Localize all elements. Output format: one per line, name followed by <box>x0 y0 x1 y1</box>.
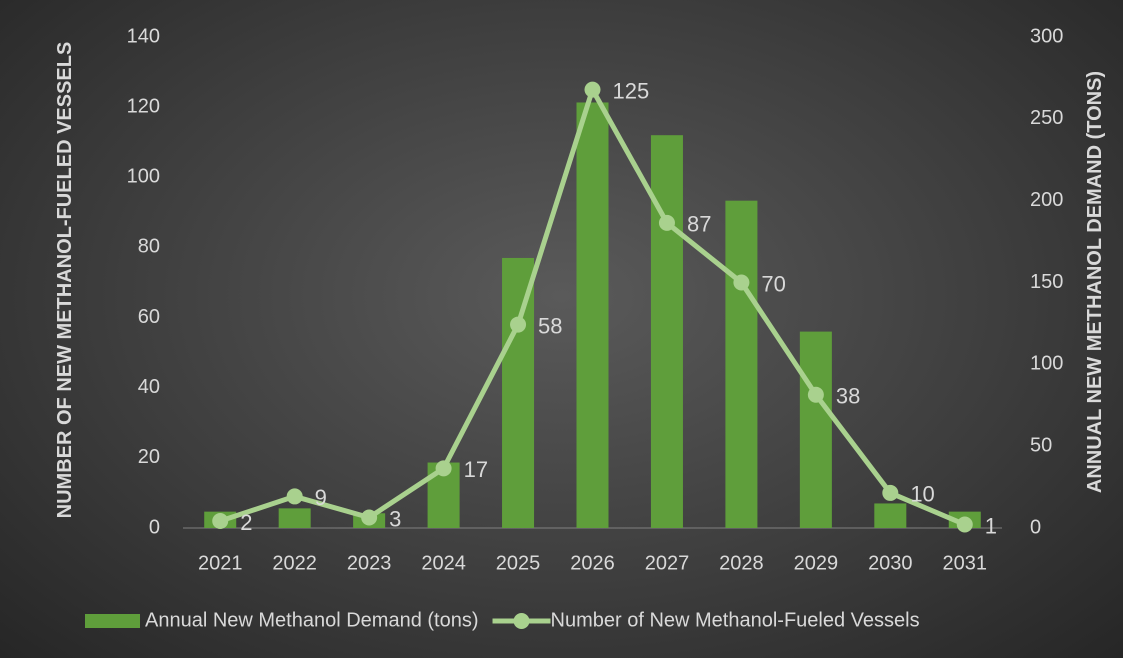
y-tick-label: 40 <box>138 376 160 398</box>
data-label: 38 <box>836 384 860 409</box>
y-tick-label: 80 <box>138 236 160 258</box>
legend-label: Annual New Methanol Demand (tons) <box>145 609 479 631</box>
bar <box>725 200 758 528</box>
y-tick-label: 0 <box>149 516 160 538</box>
line-marker <box>212 512 229 529</box>
line-marker <box>658 214 675 231</box>
line-marker <box>807 386 824 403</box>
data-label: 3 <box>389 506 401 531</box>
bar <box>799 331 832 528</box>
x-tick-label: 2023 <box>347 552 392 574</box>
data-label: 125 <box>613 78 650 103</box>
line-marker <box>733 274 750 291</box>
legend-label: Number of New Methanol-Fueled Vessels <box>551 609 920 631</box>
data-label: 1 <box>985 513 997 538</box>
bar <box>874 503 907 528</box>
y-tick-label: 100 <box>127 166 160 188</box>
data-label: 2 <box>240 510 252 535</box>
bar <box>502 257 535 528</box>
x-tick-label: 2021 <box>198 552 243 574</box>
y2-tick-label: 100 <box>1030 353 1063 375</box>
x-tick-label: 2027 <box>645 552 690 574</box>
line-marker <box>584 81 601 98</box>
data-label: 17 <box>464 457 488 482</box>
legend-swatch <box>513 613 530 629</box>
x-tick-label: 2025 <box>496 552 541 574</box>
y-tick-label: 120 <box>127 95 160 117</box>
legend-swatch <box>85 614 140 628</box>
x-tick-label: 2022 <box>272 552 317 574</box>
line-marker <box>435 460 452 477</box>
data-label: 9 <box>315 485 327 510</box>
data-label: 58 <box>538 313 562 338</box>
bar <box>278 508 311 528</box>
y2-tick-label: 50 <box>1030 434 1052 456</box>
y2-tick-label: 0 <box>1030 516 1041 538</box>
bar <box>576 102 609 528</box>
line-marker <box>286 488 303 505</box>
line-marker <box>882 484 899 501</box>
bar <box>650 135 683 528</box>
y2-tick-label: 150 <box>1030 271 1063 293</box>
line-marker <box>510 316 527 333</box>
line-marker <box>956 516 973 533</box>
x-tick-label: 2031 <box>943 552 988 574</box>
y2-tick-label: 200 <box>1030 189 1063 211</box>
data-label: 70 <box>761 271 785 296</box>
data-label: 10 <box>910 482 934 507</box>
x-tick-label: 2024 <box>421 552 466 574</box>
line-marker <box>361 509 378 526</box>
y-tick-label: 20 <box>138 446 160 468</box>
y-tick-label: 140 <box>127 25 160 47</box>
x-tick-label: 2026 <box>570 552 615 574</box>
x-tick-label: 2028 <box>719 552 764 574</box>
y-tick-label: 60 <box>138 306 160 328</box>
data-label: 87 <box>687 212 711 237</box>
y2-tick-label: 300 <box>1030 25 1063 47</box>
x-tick-label: 2029 <box>794 552 839 574</box>
x-tick-label: 2030 <box>868 552 913 574</box>
y-axis-title: NUMBER OF NEW METHANOL-FUELED VESSELS <box>54 41 76 519</box>
y2-tick-label: 250 <box>1030 107 1063 129</box>
y2-axis-title: ANNUAL NEW METHANOL DEMAND (TONS) <box>1084 70 1106 494</box>
